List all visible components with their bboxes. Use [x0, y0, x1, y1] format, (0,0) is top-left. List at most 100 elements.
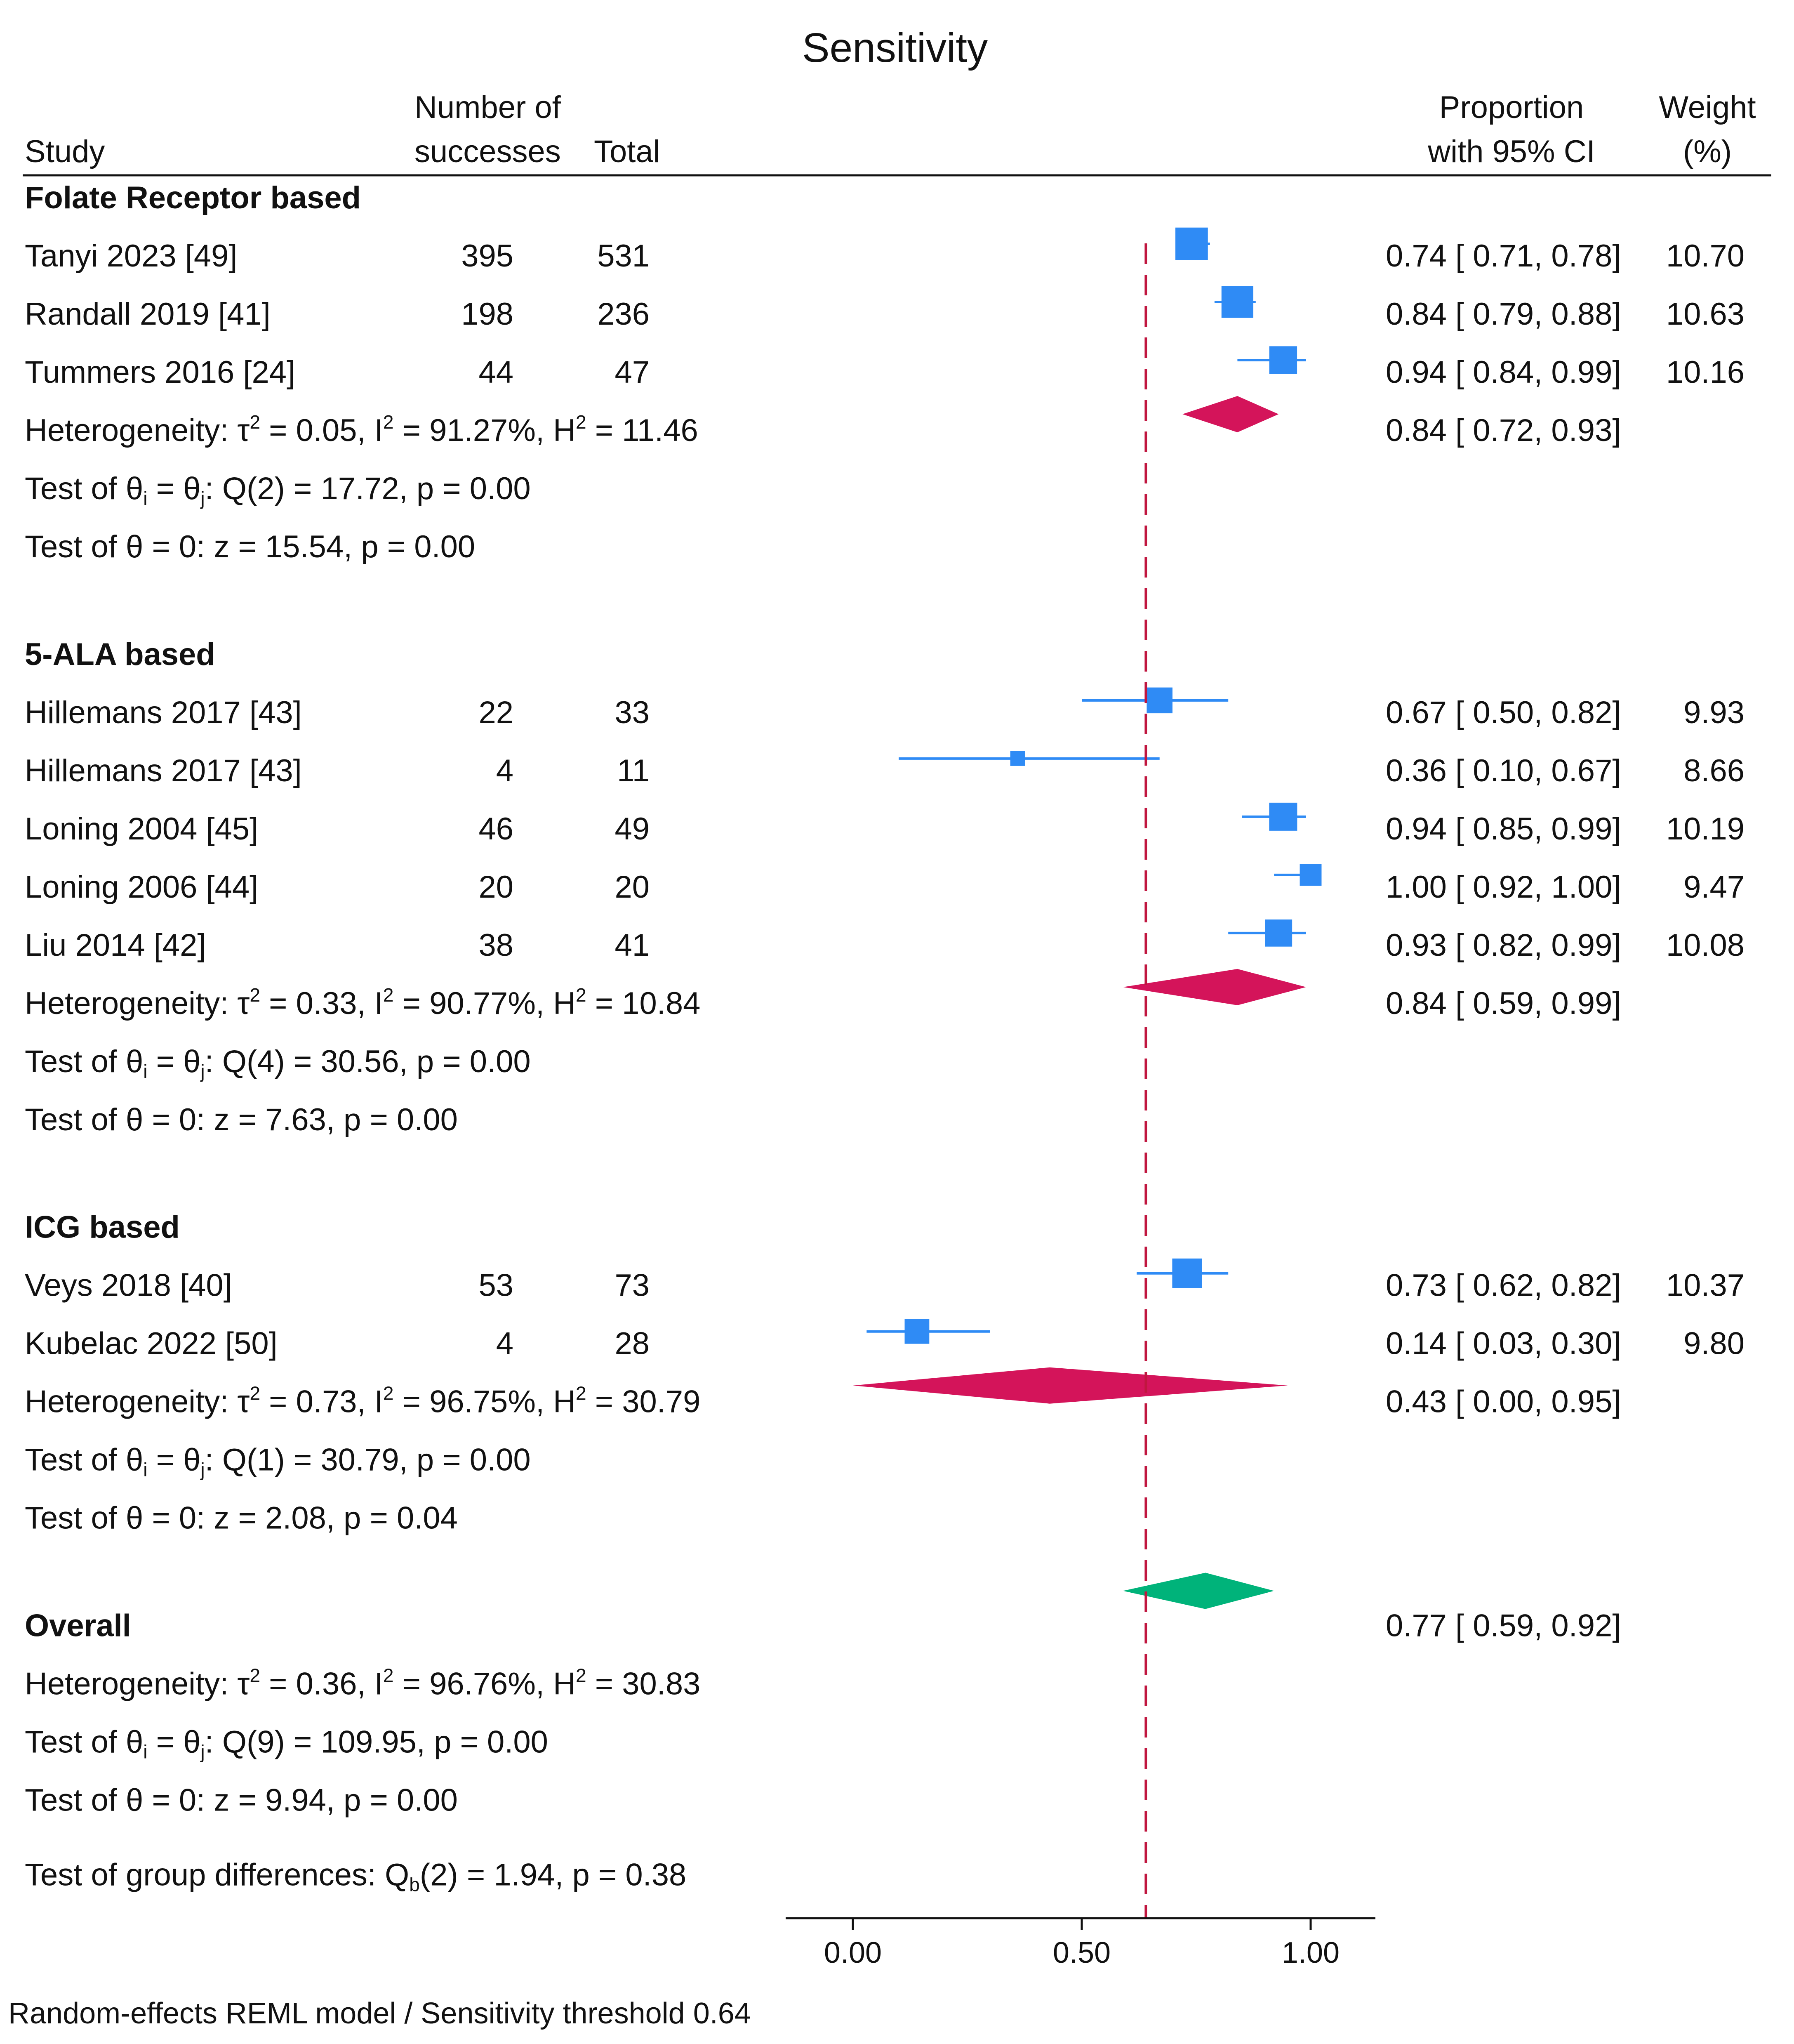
group-1-study-2-weight: 10.63	[1666, 297, 1745, 332]
group-difference-test: Test of group differences: Qb(2) = 1.94,…	[25, 1858, 686, 1895]
group-1-study-1-weight: 10.70	[1666, 238, 1745, 273]
header-total: Total	[594, 134, 660, 169]
group-2-pooled-ci-text: 0.84 [ 0.59, 0.99]	[1386, 986, 1621, 1021]
group-3-study-2-successes: 4	[496, 1326, 513, 1361]
group-1-heterogeneity: Heterogeneity: τ2 = 0.05, I2 = 91.27%, H…	[25, 411, 698, 448]
group-1-pooled-diamond	[1182, 396, 1279, 432]
group-2-study-5-marker	[1265, 919, 1293, 947]
group-1-study-1-marker	[1175, 227, 1208, 260]
group-1-study-3-ci-text: 0.94 [ 0.84, 0.99]	[1386, 355, 1621, 390]
group-2-study-1-label: Hillemans 2017 [43]	[25, 695, 302, 730]
group-1-study-3-weight: 10.16	[1666, 355, 1745, 390]
group-1-study-2-successes: 198	[461, 297, 513, 332]
header-weight-line2: (%)	[1683, 134, 1732, 169]
group-2-study-4-ci-text: 1.00 [ 0.92, 1.00]	[1386, 870, 1621, 905]
group-3-heterogeneity: Heterogeneity: τ2 = 0.73, I2 = 96.75%, H…	[25, 1383, 700, 1419]
group-1-study-2-marker	[1221, 286, 1254, 318]
group-3-study-1-successes: 53	[478, 1268, 513, 1303]
group-2-study-4-label: Loning 2006 [44]	[25, 870, 258, 905]
group-3-test-zero: Test of θ = 0: z = 2.08, p = 0.04	[25, 1501, 458, 1536]
group-1-test-homogeneity: Test of θi = θj: Q(2) = 17.72, p = 0.00	[25, 471, 531, 509]
group-2-study-4-total: 20	[614, 870, 650, 905]
group-1-study-1-ci-text: 0.74 [ 0.71, 0.78]	[1386, 238, 1621, 273]
group-2-study-2-ci-text: 0.36 [ 0.10, 0.67]	[1386, 753, 1621, 788]
group-3-study-2-label: Kubelac 2022 [50]	[25, 1326, 278, 1361]
group-1-study-2-label: Randall 2019 [41]	[25, 297, 271, 332]
group-2-study-3-successes: 46	[478, 811, 513, 846]
overall-stat-2: Test of θi = θj: Q(9) = 109.95, p = 0.00	[25, 1725, 548, 1763]
group-1-study-2-total: 236	[597, 297, 650, 332]
group-1-heading: Folate Receptor based	[25, 180, 361, 215]
group-2-study-3-label: Loning 2004 [45]	[25, 811, 258, 846]
forest-content: Folate Receptor based Tanyi 2023 [49] 395 5…	[8, 180, 1745, 2030]
overall-ci-text: 0.77 [ 0.59, 0.92]	[1386, 1608, 1621, 1643]
group-3-test-homogeneity: Test of θi = θj: Q(1) = 30.79, p = 0.00	[25, 1443, 531, 1481]
group-2-study-2-total: 11	[617, 753, 650, 788]
group-2-study-1-weight: 9.93	[1683, 695, 1745, 730]
overall-diamond	[1123, 1572, 1274, 1609]
group-2-heading: 5-ALA based	[25, 637, 215, 672]
overall-heading: Overall	[25, 1608, 131, 1643]
group-2-study-3-weight: 10.19	[1666, 811, 1745, 846]
group-1-study-1-label: Tanyi 2023 [49]	[25, 238, 238, 273]
group-3-pooled-diamond	[853, 1367, 1288, 1404]
x-tick-label-1: 0.00	[824, 1936, 882, 1969]
group-3-study-1-marker	[1172, 1258, 1202, 1288]
group-3-study-1-ci-text: 0.73 [ 0.62, 0.82]	[1386, 1268, 1621, 1303]
group-2-pooled-diamond	[1123, 969, 1306, 1005]
overall-stat-3: Test of θ = 0: z = 9.94, p = 0.00	[25, 1783, 458, 1818]
group-3-study-2-weight: 9.80	[1683, 1326, 1745, 1361]
group-2-study-4-marker	[1300, 864, 1322, 886]
group-2-test-zero: Test of θ = 0: z = 7.63, p = 0.00	[25, 1102, 458, 1137]
header-ci-line1: Proportion	[1439, 90, 1584, 125]
group-1-study-3-label: Tummers 2016 [24]	[25, 355, 295, 390]
group-3-heading: ICG based	[25, 1210, 180, 1245]
group-2-study-3-ci-text: 0.94 [ 0.85, 0.99]	[1386, 811, 1621, 846]
group-1-test-zero: Test of θ = 0: z = 15.54, p = 0.00	[25, 529, 475, 564]
footnote: Random-effects REML model / Sensitivity …	[8, 1997, 751, 2030]
overall-stat-1: Heterogeneity: τ2 = 0.36, I2 = 96.76%, H…	[25, 1665, 700, 1702]
group-2-study-4-successes: 20	[478, 870, 513, 905]
header-study: Study	[25, 134, 105, 169]
group-3-study-1-total: 73	[614, 1268, 650, 1303]
group-2-test-homogeneity: Test of θi = θj: Q(4) = 30.56, p = 0.00	[25, 1044, 531, 1082]
chart-title: Sensitivity	[802, 25, 988, 71]
x-tick-label-3: 1.00	[1282, 1936, 1340, 1969]
group-1-study-3-successes: 44	[478, 355, 513, 390]
header-successes-line2: successes	[414, 134, 561, 169]
group-3-study-1-label: Veys 2018 [40]	[25, 1268, 232, 1303]
group-2-study-2-label: Hillemans 2017 [43]	[25, 753, 302, 788]
group-3-pooled-ci-text: 0.43 [ 0.00, 0.95]	[1386, 1384, 1621, 1419]
group-1-pooled-ci-text: 0.84 [ 0.72, 0.93]	[1386, 413, 1621, 448]
group-3-study-2-marker	[904, 1319, 930, 1344]
group-2-study-5-ci-text: 0.93 [ 0.82, 0.99]	[1386, 928, 1621, 963]
group-2-study-2-weight: 8.66	[1683, 753, 1745, 788]
group-1-study-1-successes: 395	[461, 238, 513, 273]
header-weight-line1: Weight	[1659, 90, 1756, 125]
group-2-study-2-marker	[1010, 751, 1025, 766]
group-2-study-1-total: 33	[614, 695, 650, 730]
group-2-heterogeneity: Heterogeneity: τ2 = 0.33, I2 = 90.77%, H…	[25, 984, 700, 1021]
group-1-study-3-total: 47	[614, 355, 650, 390]
group-2-study-4-weight: 9.47	[1683, 870, 1745, 905]
group-2-study-2-successes: 4	[496, 753, 513, 788]
group-2-study-3-total: 49	[614, 811, 650, 846]
x-tick-label-2: 0.50	[1053, 1936, 1111, 1969]
group-2-study-5-weight: 10.08	[1666, 928, 1745, 963]
group-2-study-5-label: Liu 2014 [42]	[25, 928, 206, 963]
group-3-study-1-weight: 10.37	[1666, 1268, 1745, 1303]
group-2-study-1-ci-text: 0.67 [ 0.50, 0.82]	[1386, 695, 1621, 730]
group-2-study-1-successes: 22	[478, 695, 513, 730]
group-2-study-3-marker	[1269, 802, 1297, 831]
header-ci-line2: with 95% CI	[1427, 134, 1595, 169]
group-2-study-5-total: 41	[614, 928, 650, 963]
group-1-study-2-ci-text: 0.84 [ 0.79, 0.88]	[1386, 297, 1621, 332]
group-2-study-5-successes: 38	[478, 928, 513, 963]
group-1-study-3-marker	[1269, 346, 1297, 374]
header-successes-line1: Number of	[414, 90, 561, 125]
group-1-study-1-total: 531	[597, 238, 650, 273]
group-3-study-2-total: 28	[614, 1326, 650, 1361]
group-2-study-1-marker	[1147, 687, 1172, 714]
